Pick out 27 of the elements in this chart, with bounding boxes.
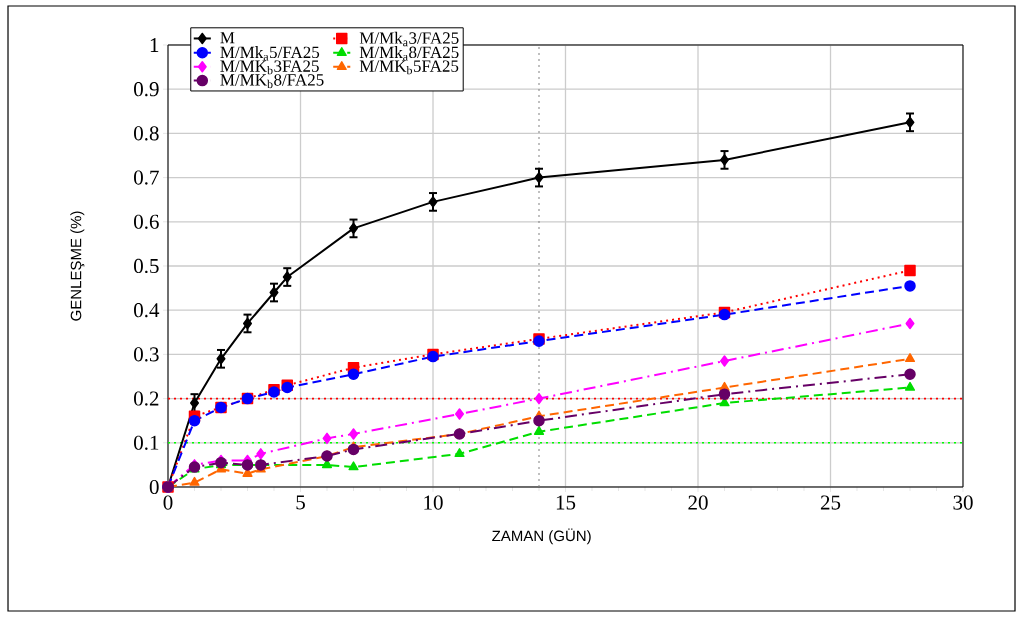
x-tick-label: 10 — [424, 495, 443, 510]
y-tick-label: 0.6 — [134, 214, 159, 229]
y-tick-label: 0.8 — [134, 126, 159, 141]
y-tick-label: 0.9 — [134, 82, 159, 97]
x-tick-label: 25 — [820, 495, 841, 510]
x-tick-label: 5 — [296, 495, 305, 510]
legend-label: M/Mk$_{a}$3/FA25 — [359, 31, 459, 47]
y-tick-label: 0.1 — [134, 435, 159, 450]
y-tick-label: 1 — [150, 38, 159, 52]
x-tick-label: 15 — [556, 495, 576, 510]
y-tick-label: 0 — [149, 479, 159, 495]
y-tick-label: 0.2 — [134, 391, 159, 406]
x-tick-label: 30 — [953, 495, 973, 510]
legend-label: M/MK$_{b}$5FA25 — [359, 60, 459, 75]
legend-label: M/MK$_{b}$3FA25 — [220, 60, 319, 75]
y-tick-label: 0.4 — [134, 303, 160, 318]
x-axis-title: ZAMAN (GÜN) — [492, 528, 591, 545]
y-tick-label: 0.5 — [134, 258, 159, 274]
y-tick-label: 0.3 — [134, 347, 159, 362]
legend-label: M/Mk$_{a}$8/FA25 — [359, 46, 459, 61]
x-tick-label: 20 — [688, 495, 708, 510]
y-axis-title: GENLEŞME (%) — [70, 211, 85, 321]
legend-label: M/Mk$_{a}$5/FA25 — [220, 46, 320, 61]
legend-label: M — [220, 32, 235, 44]
x-tick-label: 0 — [163, 495, 173, 510]
y-tick-label: 0.7 — [134, 170, 159, 185]
legend-label: M/MK$_{b}$8/FA25 — [220, 74, 324, 89]
